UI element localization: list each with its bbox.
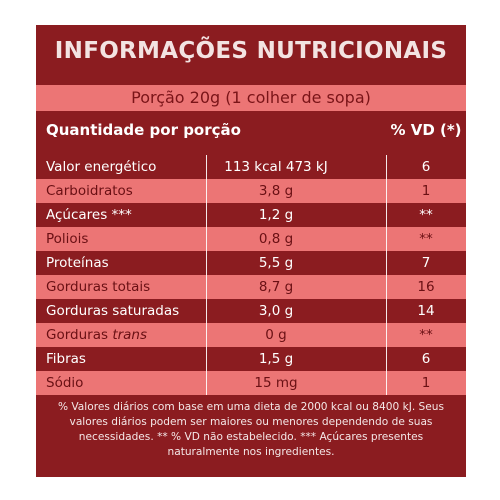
nutrient-name: Poliois (46, 231, 89, 247)
nutrient-amount: 8,7 g (258, 279, 294, 295)
table-header: Quantidade por porção % VD (*) (36, 115, 466, 145)
header-vd: % VD (*) (390, 121, 462, 139)
nutrient-vd: 7 (421, 255, 431, 271)
nutrient-name: Gorduras saturadas (46, 303, 180, 319)
footnote: % Valores diários com base em uma dieta … (57, 401, 445, 458)
table-row: Poliois 0,8 g ** (36, 227, 466, 251)
nutrient-name: Sódio (46, 375, 84, 391)
table-row: Gorduras totais 8,7 g 16 (36, 275, 466, 299)
nutrient-amount: 1,5 g (258, 351, 294, 367)
nutrient-amount: 1,2 g (258, 207, 294, 223)
nutrient-amount: 3,0 g (258, 303, 294, 319)
nutrient-amount: 0 g (265, 327, 287, 343)
nutrient-amount: 0,8 g (258, 231, 294, 247)
table-row: Carboidratos 3,8 g 1 (36, 179, 466, 203)
table-row: Gorduras saturadas 3,0 g 14 (36, 299, 466, 323)
nutrient-vd: 14 (417, 303, 435, 319)
nutrient-amount: 5,5 g (258, 255, 294, 271)
table-row: Sódio 15 mg 1 (36, 371, 466, 395)
nutrient-vd: ** (419, 231, 433, 247)
table-row: Açúcares *** 1,2 g ** (36, 203, 466, 227)
nutrient-name: Proteínas (46, 255, 109, 271)
nutrition-title: INFORMAÇÕES NUTRICIONAIS (54, 38, 448, 64)
nutrient-vd: ** (419, 207, 433, 223)
nutrient-vd: 1 (421, 183, 431, 199)
table-row: Gorduras trans 0 g ** (36, 323, 466, 347)
nutrient-name: Açúcares *** (46, 207, 132, 223)
nutrient-name: Valor energético (46, 159, 157, 175)
nutrient-amount: 15 mg (254, 375, 298, 391)
nutrient-name: Fibras (46, 351, 86, 367)
nutrient-name: Carboidratos (46, 183, 133, 199)
header-quantity: Quantidade por porção (46, 121, 241, 139)
table-row: Proteínas 5,5 g 7 (36, 251, 466, 275)
nutrient-vd: 1 (421, 375, 431, 391)
table-row: Fibras 1,5 g 6 (36, 347, 466, 371)
nutrient-vd: 16 (417, 279, 435, 295)
nutrient-name: Gorduras totais (46, 279, 151, 295)
nutrient-vd: 6 (421, 159, 431, 175)
nutrient-name: Gorduras trans (46, 327, 148, 343)
nutrient-rows: Valor energético 113 kcal 473 kJ 6 Carbo… (36, 155, 466, 395)
nutrient-vd: ** (419, 327, 433, 343)
nutrition-facts-panel: INFORMAÇÕES NUTRICIONAIS Porção 20g (1 c… (36, 25, 466, 477)
nutrient-amount: 3,8 g (258, 183, 294, 199)
nutrient-amount: 113 kcal 473 kJ (224, 159, 328, 175)
table-row: Valor energético 113 kcal 473 kJ 6 (36, 155, 466, 179)
serving-size: Porção 20g (1 colher de sopa) (36, 85, 466, 111)
nutrient-vd: 6 (421, 351, 431, 367)
